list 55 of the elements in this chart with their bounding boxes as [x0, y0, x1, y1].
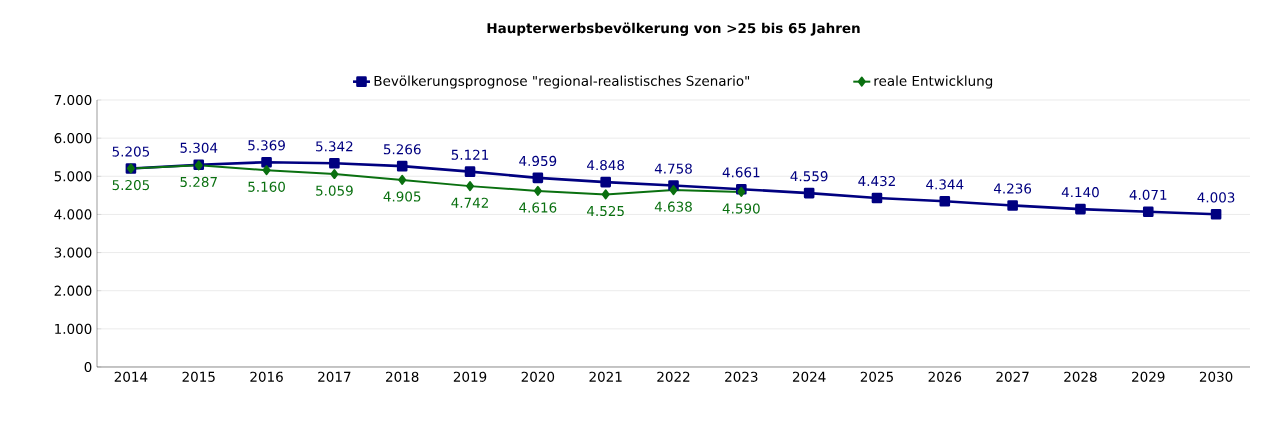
- x-tick-label: 2015: [182, 371, 215, 382]
- data-label: 4.848: [587, 160, 625, 171]
- x-tick-label: 2016: [250, 371, 283, 382]
- chart-title: Haupterwerbsbevölkerung von >25 bis 65 Jahren: [487, 22, 860, 36]
- x-tick-label: 2029: [1132, 371, 1165, 382]
- data-label: 4.661: [722, 167, 760, 178]
- data-label: 5.369: [248, 140, 285, 151]
- data-label: 5.287: [180, 176, 217, 188]
- x-tick-label: 2022: [657, 371, 690, 382]
- y-tick-label: 6.000: [54, 133, 92, 144]
- y-tick-label: 3.000: [54, 247, 92, 258]
- data-label: 4.236: [993, 183, 1032, 194]
- x-tick-label: 2021: [589, 371, 622, 382]
- x-tick-label: 2025: [860, 371, 893, 382]
- data-label: 4.071: [1129, 189, 1167, 200]
- x-tick-label: 2028: [1064, 371, 1097, 382]
- y-tick-label: 7.000: [54, 94, 92, 106]
- data-label: 5.342: [316, 141, 353, 152]
- data-label: 4.590: [722, 203, 760, 214]
- data-label: 5.059: [316, 185, 353, 196]
- data-label: 5.205: [112, 179, 150, 191]
- data-label: 4.559: [790, 171, 828, 182]
- legend-label: Bevölkerungsprognose "regional-realistisches Szenario": [374, 75, 750, 89]
- data-label: 5.304: [180, 142, 218, 153]
- x-tick-label: 2027: [996, 371, 1029, 382]
- x-tick-label: 2019: [453, 371, 487, 382]
- x-tick-label: 2020: [521, 371, 555, 382]
- x-tick-label: 2024: [792, 371, 826, 382]
- y-tick-label: 1.000: [55, 323, 92, 334]
- x-tick-label: 2026: [928, 371, 962, 382]
- x-tick-label: 2018: [386, 371, 419, 382]
- data-label: 4.616: [519, 202, 557, 213]
- data-label: 4.758: [654, 163, 692, 174]
- y-tick-label: 2.000: [54, 285, 92, 296]
- y-tick-label: 4.000: [54, 209, 92, 220]
- legend-label: reale Entwicklung: [874, 75, 993, 89]
- x-tick-label: 2017: [318, 371, 351, 382]
- data-label: 4.003: [1197, 192, 1235, 203]
- x-tick-label: 2014: [114, 371, 148, 382]
- data-label: 4.959: [519, 155, 557, 167]
- data-label: 5.266: [383, 144, 421, 155]
- data-label: 4.905: [383, 191, 421, 202]
- data-label: 5.205: [112, 146, 150, 157]
- y-tick-label: 0: [84, 361, 92, 373]
- x-tick-label: 2023: [725, 371, 758, 382]
- data-label: 4.140: [1061, 187, 1099, 198]
- data-label: 5.160: [248, 181, 285, 192]
- data-label: 5.121: [451, 149, 489, 160]
- data-label: 4.525: [587, 205, 624, 217]
- data-label: 4.638: [654, 201, 692, 212]
- data-label: 4.432: [858, 175, 895, 187]
- data-label: 4.742: [451, 197, 488, 208]
- y-tick-label: 5.000: [54, 171, 92, 182]
- x-tick-label: 2030: [1199, 371, 1233, 382]
- data-label: 4.344: [926, 179, 964, 190]
